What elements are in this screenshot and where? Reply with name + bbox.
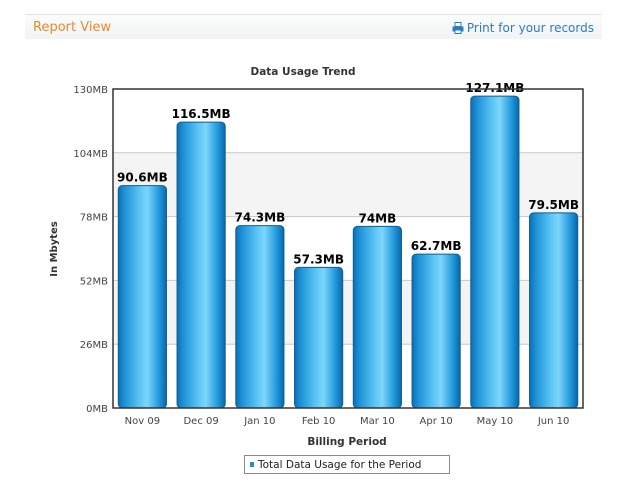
- report-title: Report View: [33, 20, 112, 35]
- y-tick-label: 104MB: [73, 149, 108, 160]
- bar-data-label: 74.3MB: [235, 211, 286, 225]
- bar-data-label: 79.5MB: [528, 198, 579, 212]
- print-link[interactable]: Print for your records: [452, 21, 594, 35]
- bar-data-label: 57.3MB: [293, 252, 344, 266]
- y-axis-title: In Mbytes: [49, 221, 60, 277]
- bar: [352, 225, 402, 409]
- bar-data-label: 90.6MB: [117, 171, 168, 185]
- bar: [529, 212, 579, 409]
- y-tick-label: 0MB: [86, 404, 108, 415]
- plot-border: [112, 88, 584, 409]
- bar-data-label: 62.7MB: [411, 239, 462, 253]
- legend: Total Data Usage for the Period: [244, 455, 450, 474]
- x-tick-label: Dec 09: [183, 416, 218, 427]
- y-tick-label: 52MB: [80, 276, 108, 287]
- bar: [294, 266, 344, 409]
- bar: [411, 253, 461, 409]
- bar-data-label: 116.5MB: [172, 107, 231, 121]
- bars: [117, 95, 579, 409]
- y-tick-label: 26MB: [80, 340, 108, 351]
- y-tick-label: 130MB: [73, 85, 108, 96]
- bar: [176, 121, 226, 409]
- print-label[interactable]: Print for your records: [466, 21, 594, 35]
- x-axis-ticks: Nov 09 Dec 09 Jan 10 Feb 10 Mar 10 Apr 10 May …: [125, 416, 570, 427]
- bar: [117, 185, 167, 409]
- printer-icon[interactable]: [452, 22, 464, 34]
- legend-label: Total Data Usage for the Period: [258, 459, 422, 471]
- bar-data-label: 74MB: [358, 211, 396, 225]
- x-tick-label: Apr 10: [420, 416, 453, 427]
- bar-data-labels: 90.6MB 116.5MB 74.3MB 57.3MB 74MB 62.7MB 127.1…: [117, 81, 579, 266]
- bar: [470, 95, 520, 409]
- x-tick-label: Feb 10: [302, 416, 336, 427]
- bar: [235, 225, 285, 409]
- x-tick-label: Nov 09: [125, 416, 160, 427]
- x-tick-label: May 10: [477, 416, 514, 427]
- report-header: Report View Print for your records: [25, 14, 602, 39]
- chart-title: Data Usage Trend: [250, 66, 355, 78]
- bar-data-label: 127.1MB: [465, 81, 524, 95]
- x-tick-label: Jun 10: [537, 416, 570, 427]
- y-axis-ticks: 0MB 26MB 52MB 78MB 104MB 130MB: [73, 85, 108, 415]
- legend-swatch: [250, 462, 254, 467]
- y-tick-label: 78MB: [80, 213, 108, 224]
- x-tick-label: Jan 10: [243, 416, 275, 427]
- x-tick-label: Mar 10: [360, 416, 395, 427]
- x-axis-title: Billing Period: [307, 436, 386, 448]
